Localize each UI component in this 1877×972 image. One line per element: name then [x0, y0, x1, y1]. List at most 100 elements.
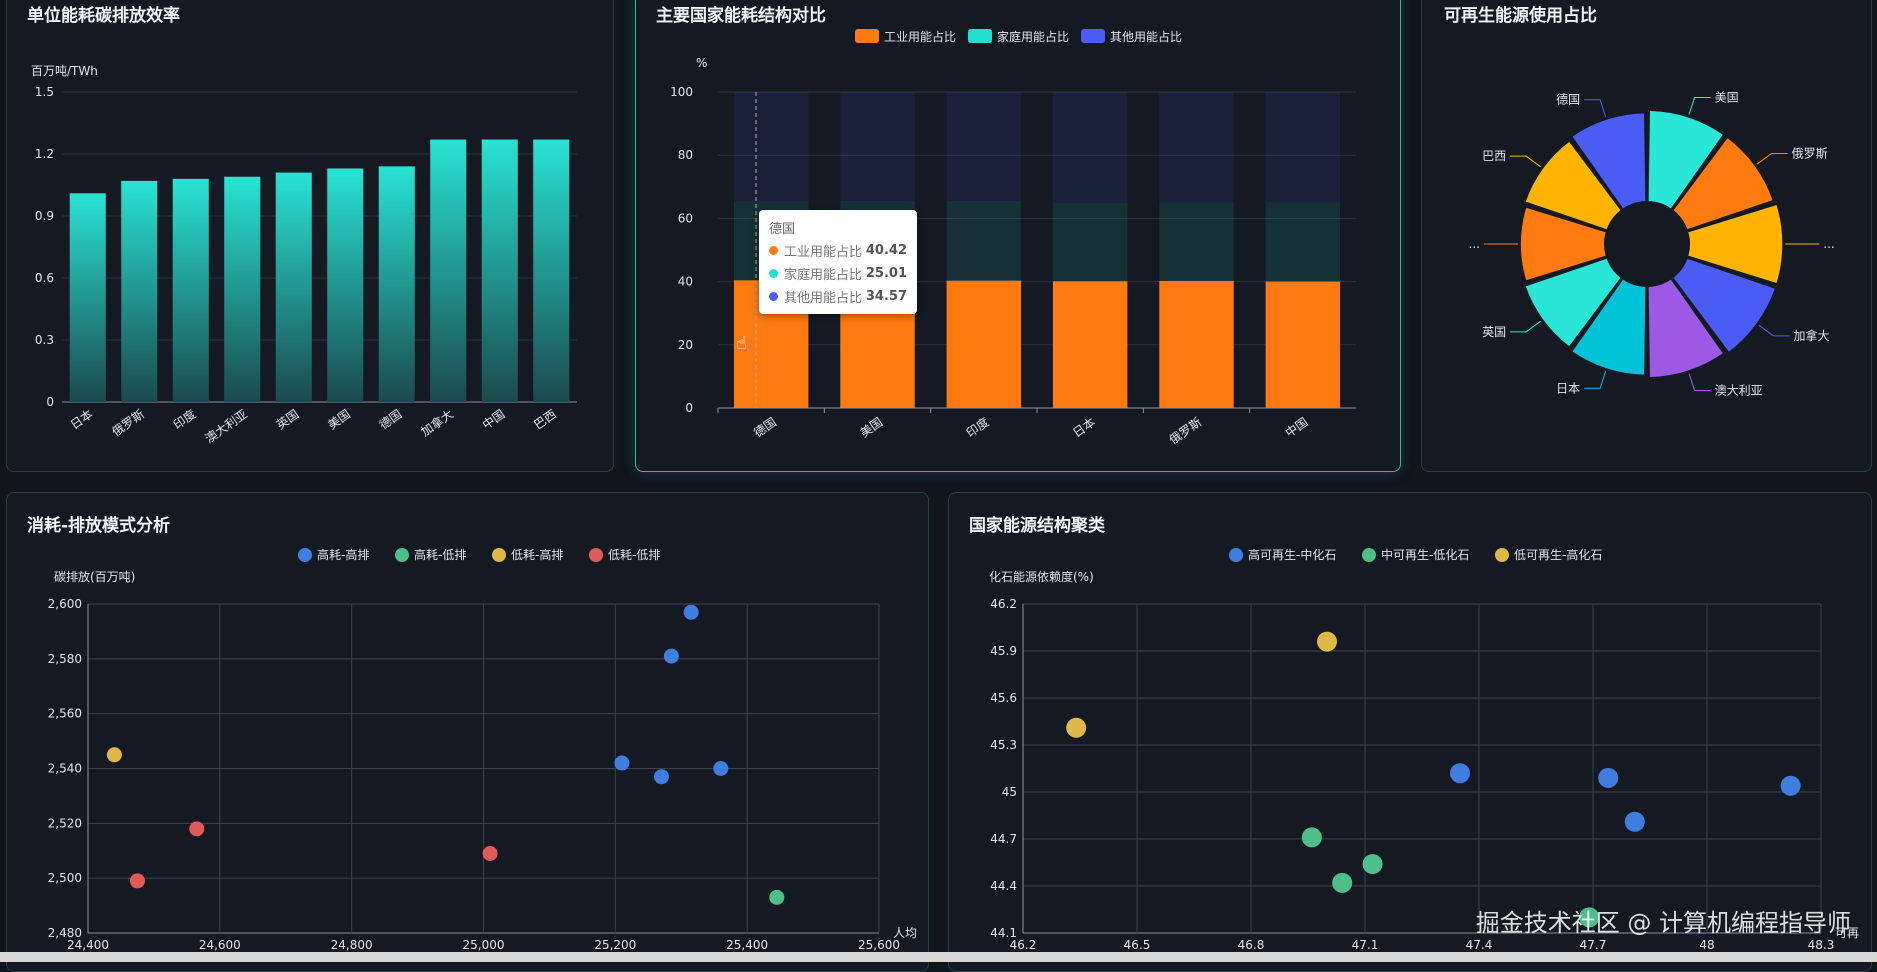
bar-segment	[946, 280, 1022, 408]
y-tick-label: 0.3	[35, 333, 54, 347]
x-tick-label: 美国	[858, 415, 886, 440]
scatter-point	[1450, 763, 1470, 784]
bar	[430, 139, 467, 403]
scatter-point	[106, 747, 122, 763]
legend-swatch	[1081, 29, 1105, 43]
x-tick-label: 日本	[68, 407, 96, 432]
y-tick-label: 1.2	[35, 147, 54, 161]
slice-label: ...	[1468, 237, 1479, 251]
legend-label: 家庭用能占比	[997, 29, 1069, 44]
slice-label: 德国	[1556, 92, 1580, 107]
y-tick-label: 0.9	[35, 209, 54, 223]
bar-segment	[1265, 92, 1341, 203]
label-line	[1584, 371, 1607, 389]
pie-slice	[1523, 139, 1623, 232]
pie-slice	[1523, 256, 1623, 349]
y-tick-label: 2,500	[48, 871, 82, 885]
tooltip-value: 40.42	[865, 243, 907, 258]
panel-renewable-share: 可再生能源使用占比 美国 俄罗斯... 加拿大 澳大利亚 日本 英国... 巴西 德国	[1421, 0, 1872, 472]
y-tick-label: 45	[1002, 785, 1017, 799]
slice-label: 日本	[1556, 381, 1580, 395]
tooltip-label: 其他用能占比	[784, 291, 863, 306]
bar-segment	[1265, 281, 1341, 408]
x-tick-label: 德国	[376, 406, 404, 432]
legend-marker	[589, 548, 603, 562]
legend-label: 低耗-低排	[608, 548, 660, 562]
scatter-point	[129, 873, 145, 889]
y-tick-label: 45.3	[990, 738, 1017, 752]
y-tick-label: 2,560	[48, 707, 82, 721]
scatter-point	[663, 648, 679, 664]
bar-segment	[1265, 202, 1341, 282]
scatter-point	[1624, 811, 1645, 832]
y-tick-label: 45.9	[990, 644, 1017, 658]
legend-dot	[769, 292, 778, 301]
tooltip-row: 工业用能占比 40.42	[769, 241, 907, 260]
bar	[533, 139, 570, 403]
legend-dot	[769, 246, 778, 255]
x-tick-label: 俄罗斯	[109, 407, 147, 439]
bar	[327, 168, 364, 402]
x-tick-label: 中国	[1282, 414, 1310, 440]
pie-slice	[1646, 277, 1726, 379]
y-tick-label: 100	[670, 85, 693, 99]
y-tick-label: 40	[678, 275, 693, 289]
pie-slice	[1671, 135, 1775, 232]
x-tick-label: 25,600	[858, 938, 900, 952]
slice-label: 美国	[1715, 91, 1739, 105]
pie-slice	[1570, 111, 1648, 211]
y-tick-label: 45.6	[990, 691, 1017, 705]
pie-slice	[1646, 109, 1726, 211]
bar-segment	[1159, 280, 1234, 408]
y-tick-label: 0.6	[35, 271, 54, 285]
legend-label: 低耗-高排	[511, 547, 563, 562]
legend-dot	[769, 269, 778, 278]
x-tick-label: 印度	[170, 406, 198, 432]
label-line	[1510, 155, 1541, 168]
y-tick-label: 20	[678, 338, 693, 352]
scatter-point	[1362, 854, 1383, 875]
slice-label: 英国	[1482, 325, 1506, 339]
scatter-point	[653, 769, 669, 785]
panel-title: 主要国家能耗结构对比	[656, 6, 826, 26]
legend-label: 中可再生-低化石	[1381, 547, 1469, 562]
x-tick-label: 47.1	[1352, 938, 1379, 952]
x-tick-label: 24,400	[67, 938, 109, 952]
x-tick-label: 巴西	[531, 407, 559, 432]
bar-segment	[946, 201, 1022, 281]
x-axis-label: 可再	[1835, 926, 1859, 940]
legend-label: 低可再生-高化石	[1514, 547, 1602, 562]
y-tick-label: 2,580	[48, 652, 82, 666]
bar-segment	[840, 92, 915, 202]
y-tick-label: 44.7	[990, 832, 1017, 846]
y-tick-label: 0	[685, 401, 693, 415]
label-line	[1688, 97, 1711, 115]
slice-label: 澳大利亚	[1715, 383, 1763, 397]
scatter-point	[713, 761, 729, 776]
bar	[69, 193, 106, 402]
bar-segment	[1052, 92, 1128, 203]
x-tick-label: 46.5	[1124, 938, 1151, 952]
bar	[172, 178, 209, 402]
pie-slice	[1518, 205, 1608, 283]
y-tick-label: 2,520	[48, 816, 82, 830]
tooltip-value: 25.01	[865, 266, 907, 281]
panel-consumption-emission: 消耗-排放模式分析 高耗-高排 高耗-低排 低耗-高排 低耗-低排 碳排放(百万吨) 人均…	[6, 492, 929, 972]
x-tick-label: 印度	[963, 414, 991, 440]
x-tick-label: 24,600	[199, 938, 241, 952]
y-axis-label: 碳排放(百万吨)	[54, 569, 135, 584]
y-tick-label: 2,600	[48, 597, 82, 611]
stacked-bar-chart: 工业用能占比 家庭用能占比 其他用能占比%020406080100德国 美国 印度 日本俄…	[670, 29, 1356, 447]
bar-segment	[1159, 92, 1234, 203]
y-tick-label: 80	[678, 148, 693, 162]
legend-label: 高耗-低排	[414, 547, 466, 562]
y-tick-label: 2,540	[48, 762, 82, 776]
legend-marker	[492, 548, 506, 562]
bar-segment	[733, 92, 809, 202]
y-tick-label: 44.4	[990, 879, 1017, 893]
x-tick-label: 25,000	[463, 938, 505, 952]
x-tick-label: 美国	[325, 407, 353, 432]
slice-label: 俄罗斯	[1792, 146, 1828, 160]
pie-slice	[1671, 256, 1777, 355]
y-tick-label: 0	[46, 395, 54, 409]
